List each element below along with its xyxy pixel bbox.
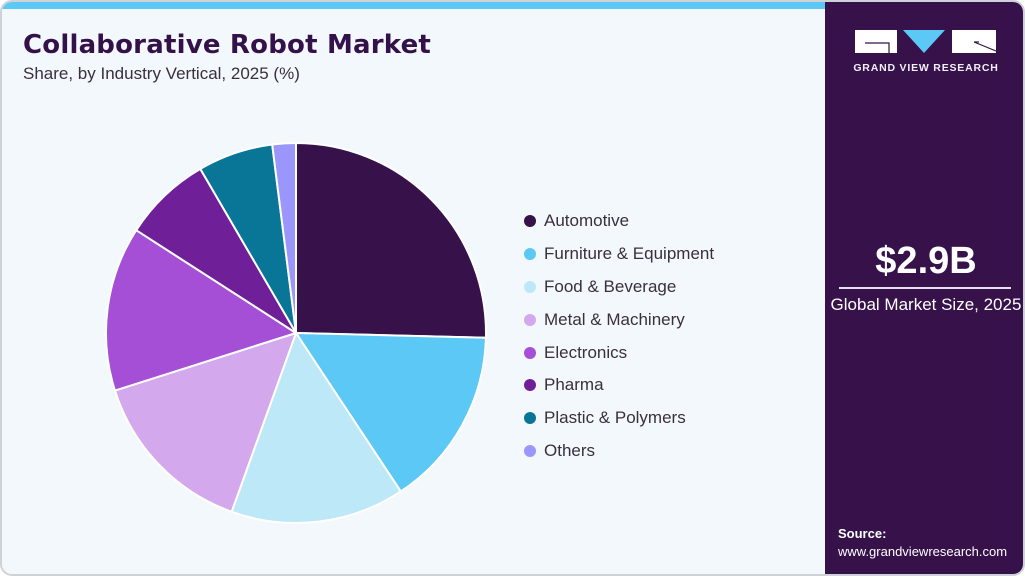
legend-item[interactable]: Plastic & Polymers xyxy=(524,402,714,435)
legend-label: Plastic & Polymers xyxy=(544,408,686,428)
legend-dot-icon xyxy=(524,280,536,293)
legend-dot-icon xyxy=(524,444,536,457)
legend-dot-icon xyxy=(524,215,536,228)
legend-label: Pharma xyxy=(544,375,604,395)
source-link[interactable]: www.grandviewresearch.com xyxy=(838,544,1008,559)
legend-label: Others xyxy=(544,440,596,460)
legend-label: Furniture & Equipment xyxy=(544,244,715,264)
legend-item[interactable]: Electronics xyxy=(524,336,714,369)
pie-slice-automotive[interactable] xyxy=(295,142,487,339)
legend-item[interactable]: Furniture & Equipment xyxy=(524,238,714,271)
legend-dot-icon xyxy=(524,346,536,359)
market-size-label: Global Market Size, 2025 xyxy=(830,295,1022,314)
legend-dot-icon xyxy=(524,412,536,425)
legend-item[interactable]: Pharma xyxy=(524,369,714,402)
legend-dot-icon xyxy=(524,248,536,261)
gvr-logo-icon xyxy=(855,30,997,53)
market-size-value: $2.9B xyxy=(875,240,977,282)
legend-dot-icon xyxy=(524,379,536,392)
pie-slice-food-beverage[interactable] xyxy=(230,332,402,524)
pie-slice-furniture-equipment[interactable] xyxy=(295,332,487,493)
chart-area: Collaborative Robot Market Share, by Ind… xyxy=(2,2,825,574)
pie-chart xyxy=(105,142,487,524)
legend-dot-icon xyxy=(524,313,536,326)
summary-panel: GRAND VIEW RESEARCH $2.9B Global Market … xyxy=(825,2,1023,574)
divider xyxy=(839,287,1011,289)
source-label: Source: xyxy=(838,526,887,541)
legend-label: Electronics xyxy=(544,342,628,362)
legend-label: Metal & Machinery xyxy=(544,309,685,329)
pie-slice-electronics[interactable] xyxy=(105,229,297,392)
legend-item[interactable]: Metal & Machinery xyxy=(524,303,714,336)
pie-slice-metal-machinery[interactable] xyxy=(113,332,297,513)
legend-label: Food & Beverage xyxy=(544,276,677,296)
legend-item[interactable]: Others xyxy=(524,435,714,468)
chart-subtitle: Share, by Industry Vertical, 2025 (%) xyxy=(23,64,300,83)
legend-label: Automotive xyxy=(544,211,630,231)
legend-item[interactable]: Food & Beverage xyxy=(524,271,714,304)
pie-slice-others[interactable] xyxy=(271,142,297,334)
chart-legend: Automotive Furniture & Equipment Food & Be… xyxy=(524,205,714,467)
legend-item[interactable]: Automotive xyxy=(524,205,714,238)
accent-bar xyxy=(2,2,825,9)
brand-name: GRAND VIEW RESEARCH xyxy=(853,62,999,74)
chart-title: Collaborative Robot Market xyxy=(23,30,432,60)
